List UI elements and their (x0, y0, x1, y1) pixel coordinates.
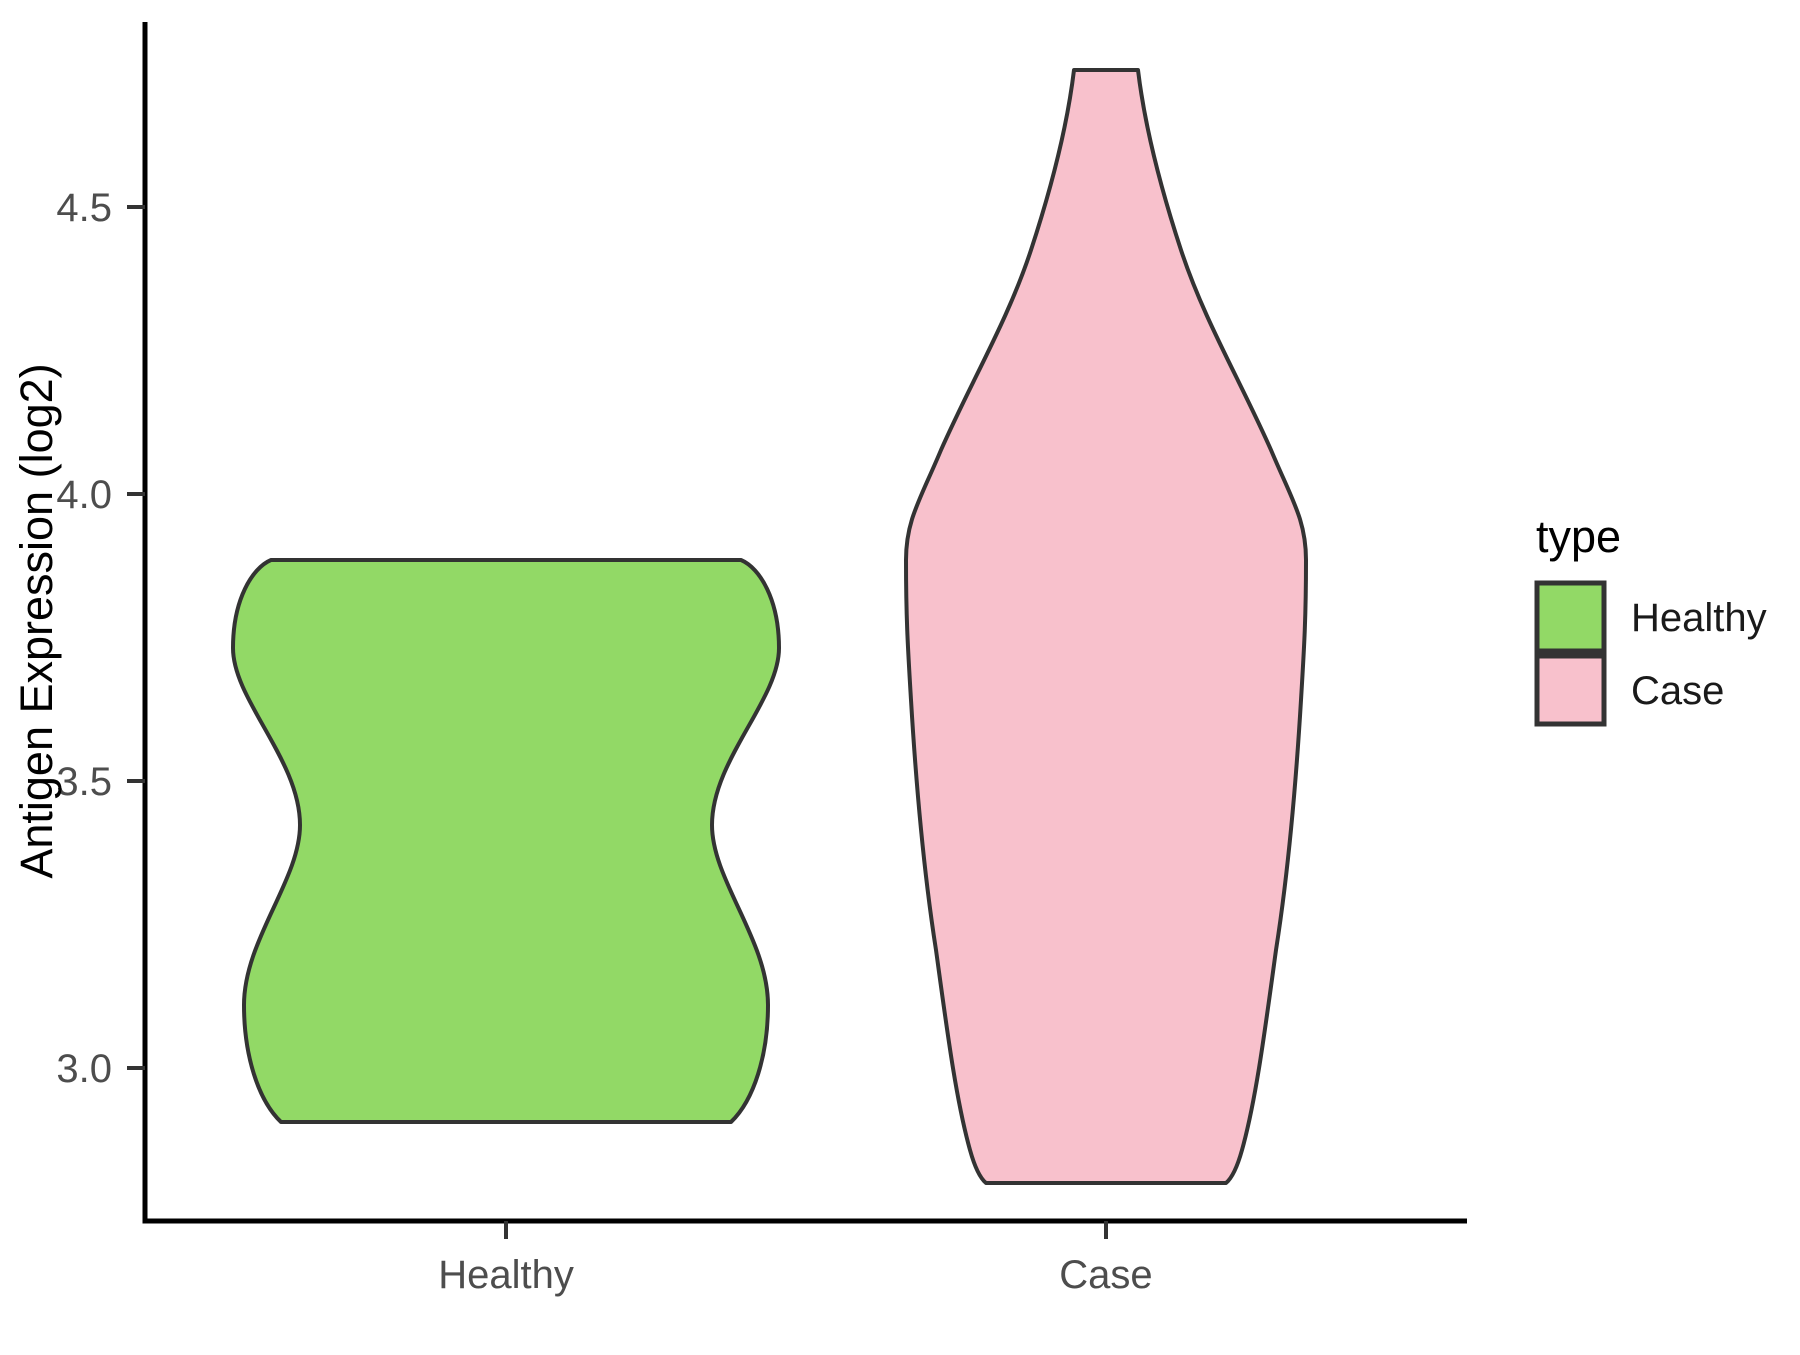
legend-title: type (1536, 511, 1621, 562)
legend-label-case: Case (1631, 669, 1724, 713)
legend-label-healthy: Healthy (1631, 596, 1767, 640)
y-tick-label-3.5: 3.5 (56, 760, 112, 804)
y-tick-label-3.0: 3.0 (56, 1047, 112, 1091)
legend-swatch-healthy (1534, 580, 1607, 654)
x-label-case: Case (1059, 1253, 1152, 1297)
x-label-healthy: Healthy (438, 1253, 574, 1297)
legend-swatch-case (1534, 653, 1607, 727)
violin-case (904, 68, 1308, 1185)
y-axis-title: Antigen Expression (log2) (11, 363, 62, 878)
y-tick-label-4.5: 4.5 (56, 186, 112, 230)
y-tick-label-4.0: 4.0 (56, 473, 112, 517)
violin-healthy (231, 558, 781, 1124)
